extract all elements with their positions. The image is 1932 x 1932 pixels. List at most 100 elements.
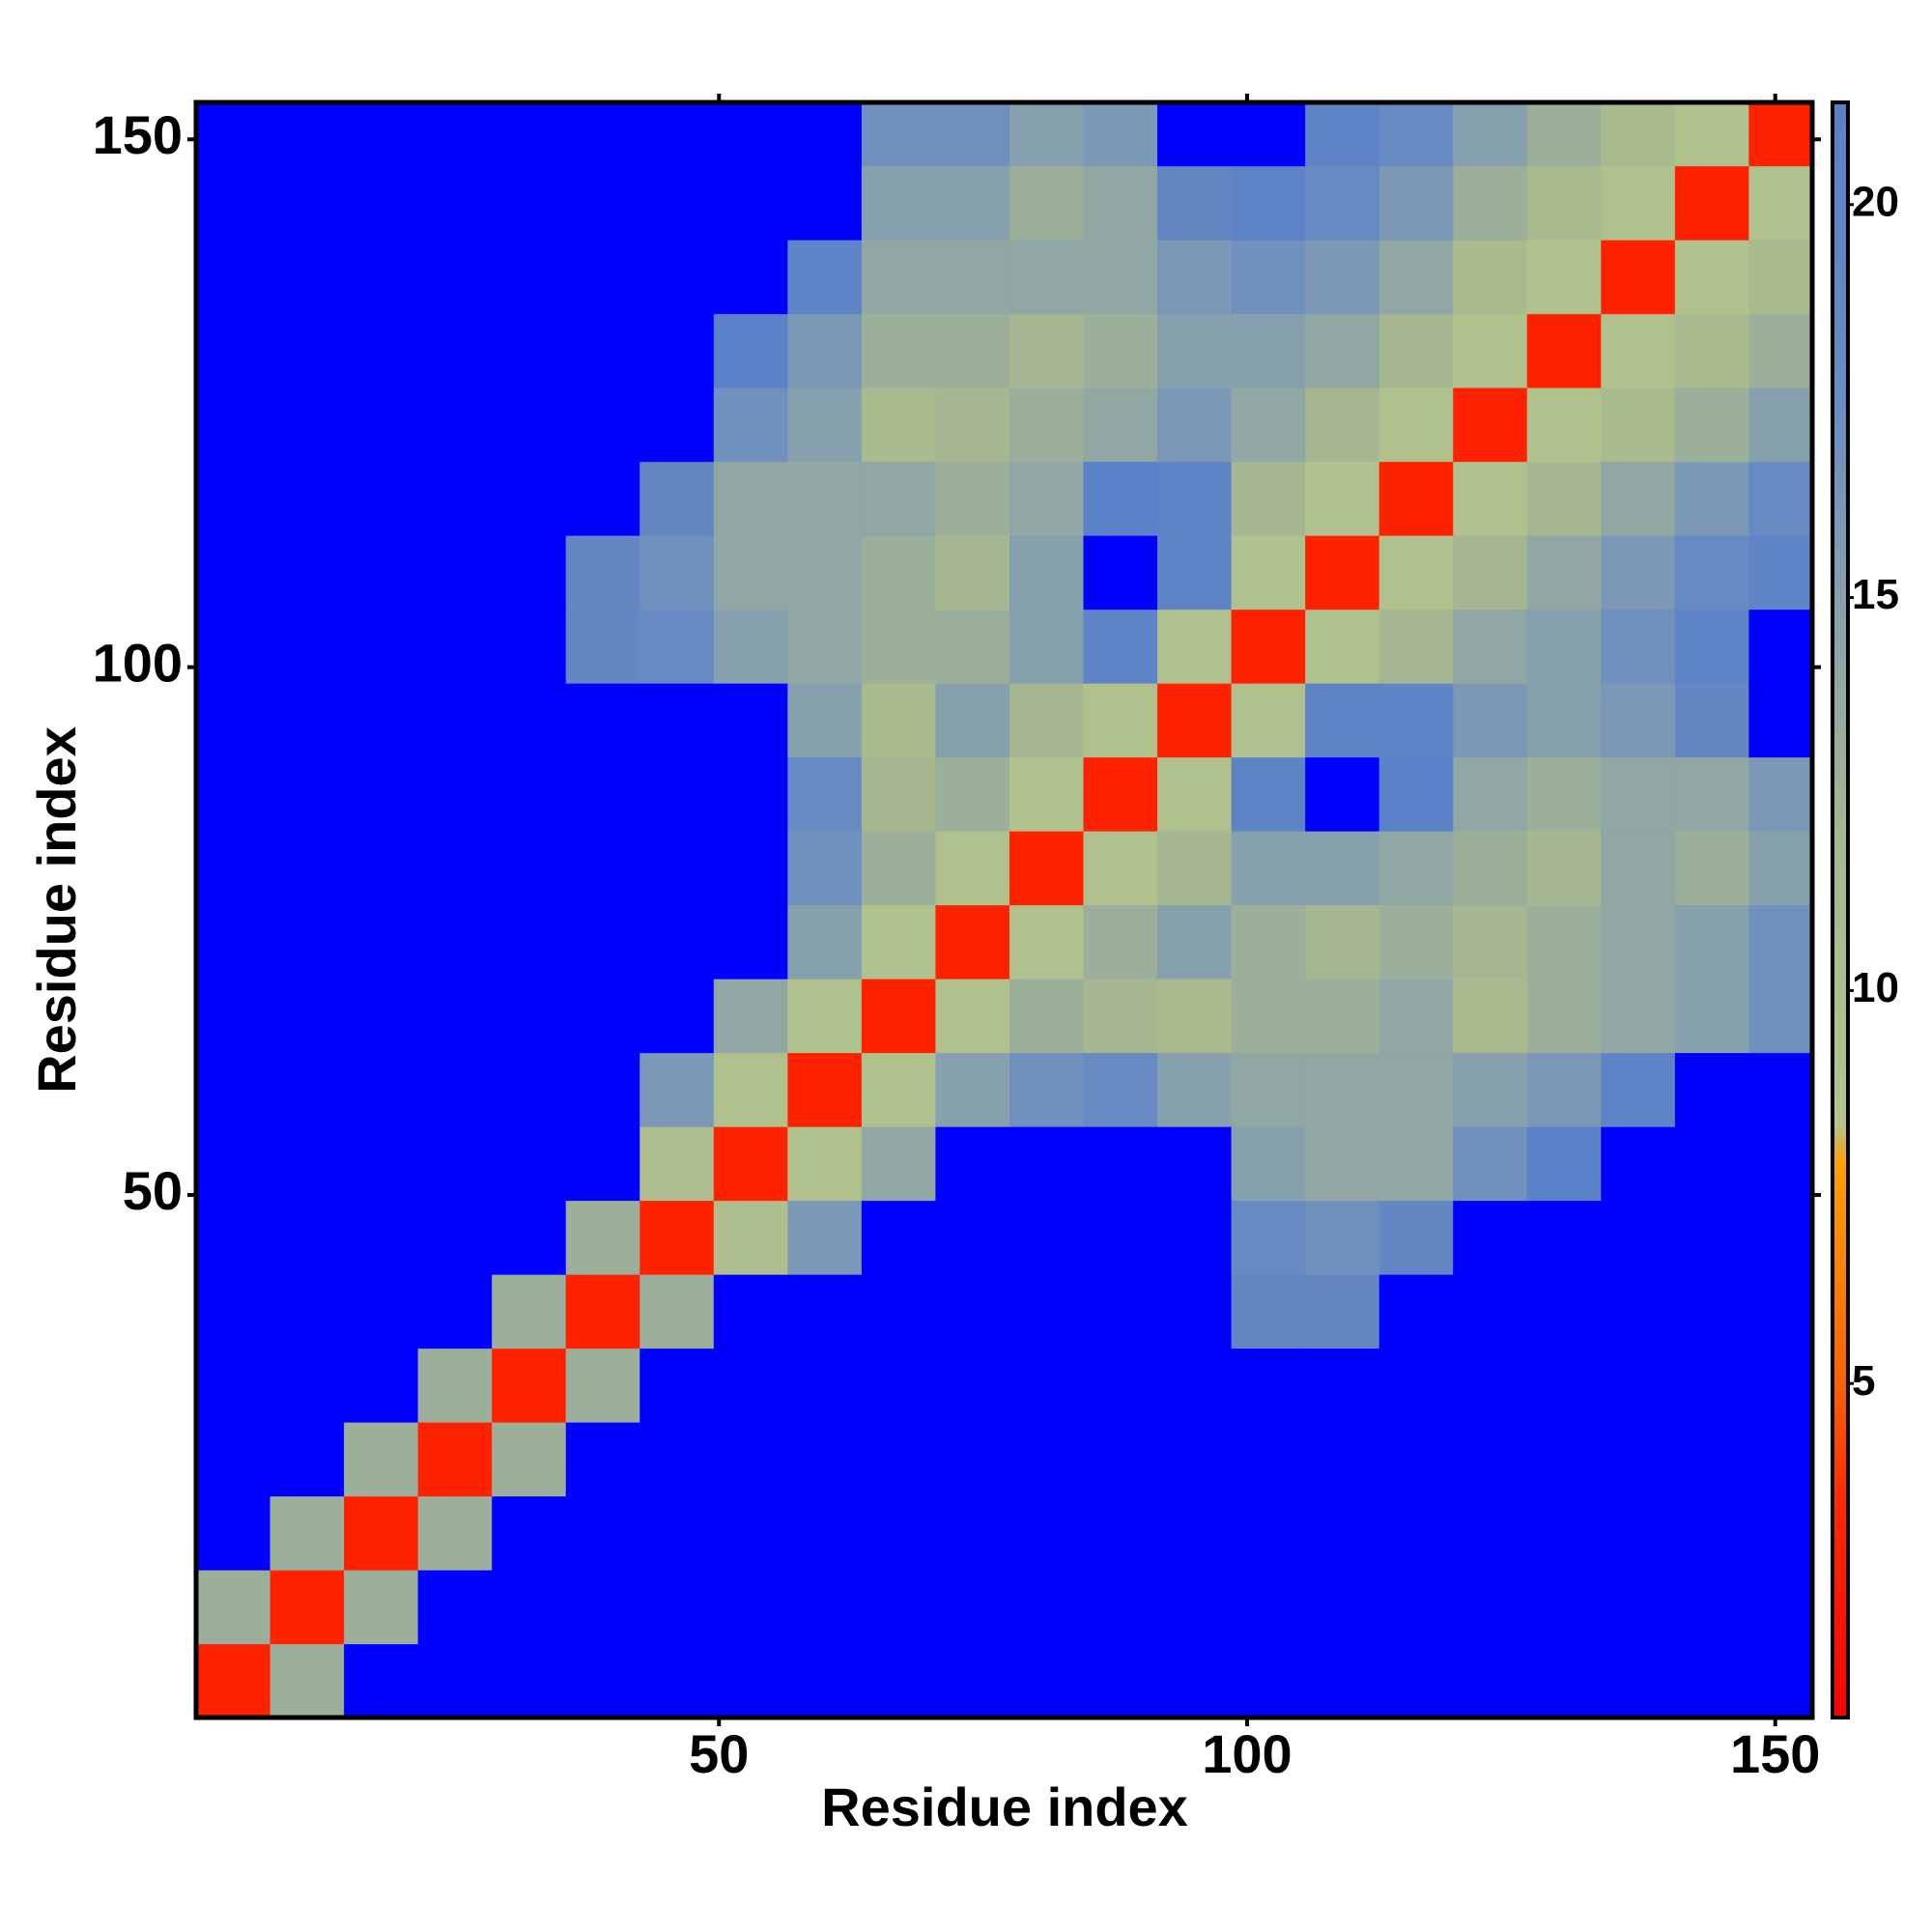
heatmap-cell — [1526, 831, 1602, 906]
heatmap-cell — [1674, 240, 1749, 315]
x-tick-label: 50 — [689, 1723, 749, 1784]
heatmap-cell — [565, 1126, 640, 1202]
heatmap-cell — [1378, 1274, 1454, 1350]
heatmap-cell — [713, 1643, 788, 1718]
heatmap-cell — [1748, 1422, 1812, 1497]
heatmap-cell — [1748, 904, 1812, 980]
heatmap-cell — [1083, 1200, 1158, 1275]
heatmap-cell — [861, 1495, 937, 1571]
heatmap-cell — [270, 535, 345, 611]
heatmap-cell — [639, 1052, 715, 1127]
heatmap-cell — [196, 831, 271, 906]
heatmap-cell — [787, 1643, 863, 1718]
heatmap-cell — [1674, 1274, 1749, 1350]
heatmap-cell — [1305, 1126, 1380, 1202]
heatmap-cell — [1378, 102, 1454, 167]
heatmap-cell — [1748, 102, 1812, 167]
heatmap-cell — [787, 165, 863, 241]
heatmap-cell — [1601, 240, 1676, 315]
heatmap-cell — [270, 979, 345, 1054]
heatmap-cell — [935, 1126, 1010, 1202]
heatmap-cell — [344, 387, 419, 463]
heatmap-cell — [417, 165, 493, 241]
heatmap-cell — [639, 240, 715, 315]
heatmap-cell — [196, 1348, 271, 1423]
heatmap-cell — [1601, 979, 1676, 1054]
heatmap-cell — [1674, 461, 1749, 536]
heatmap-cell — [270, 904, 345, 980]
heatmap-cell — [1748, 831, 1812, 906]
heatmap-cell — [417, 1495, 493, 1571]
heatmap-cell — [1157, 979, 1233, 1054]
heatmap-cell — [787, 313, 863, 388]
heatmap-cell — [1674, 313, 1749, 388]
heatmap-cell — [492, 1274, 567, 1350]
heatmap-cells — [196, 102, 1812, 1718]
y-tick-label: 150 — [93, 104, 183, 165]
heatmap-cell — [1748, 979, 1812, 1054]
heatmap-cell — [1674, 387, 1749, 463]
heatmap-cell — [344, 240, 419, 315]
heatmap-cell — [1231, 1200, 1306, 1275]
heatmap-cell — [344, 831, 419, 906]
heatmap-cell — [1009, 1348, 1085, 1423]
heatmap-cell — [1009, 461, 1085, 536]
heatmap-cell — [1157, 1126, 1233, 1202]
heatmap-cell — [639, 313, 715, 388]
heatmap-cell — [713, 1052, 788, 1127]
heatmap-cell — [417, 461, 493, 536]
heatmap-cell — [935, 1643, 1010, 1718]
heatmap-cell — [787, 1348, 863, 1423]
heatmap-cell — [1748, 240, 1812, 315]
heatmap-cell — [1009, 1422, 1085, 1497]
heatmap-cell — [270, 1126, 345, 1202]
heatmap-cell — [196, 165, 271, 241]
heatmap-cell — [1305, 240, 1380, 315]
heatmap-cell — [492, 1495, 567, 1571]
heatmap-cell — [1748, 1570, 1812, 1645]
heatmap-cell — [787, 461, 863, 536]
heatmap-cell — [1231, 102, 1306, 167]
heatmap-cell — [1231, 1052, 1306, 1127]
heatmap-cell — [935, 831, 1010, 906]
heatmap-cell — [713, 240, 788, 315]
heatmap-cell — [787, 609, 863, 684]
heatmap-cell — [417, 904, 493, 980]
heatmap-cell — [1083, 1348, 1158, 1423]
heatmap-cell — [1083, 1052, 1158, 1127]
heatmap-cell — [1231, 240, 1306, 315]
heatmap-cell — [565, 979, 640, 1054]
heatmap-cell — [1083, 609, 1158, 684]
heatmap-cell — [639, 1570, 715, 1645]
colorbar-tick-label: 5 — [1852, 1357, 1875, 1405]
heatmap-cell — [1083, 240, 1158, 315]
heatmap-cell — [270, 831, 345, 906]
heatmap-cell — [1305, 1348, 1380, 1423]
heatmap-cell — [1083, 461, 1158, 536]
heatmap-cell — [196, 1643, 271, 1718]
heatmap-cell — [639, 1422, 715, 1497]
heatmap-cell — [1009, 1052, 1085, 1127]
heatmap-cell — [1453, 313, 1528, 388]
heatmap-cell — [1378, 1495, 1454, 1571]
heatmap-cell — [1305, 1052, 1380, 1127]
heatmap-cell — [1231, 1643, 1306, 1718]
heatmap-cell — [1231, 831, 1306, 906]
heatmap-cell — [565, 756, 640, 832]
heatmap-cell — [1378, 1052, 1454, 1127]
heatmap-cell — [344, 1126, 419, 1202]
heatmap-cell — [1526, 1126, 1602, 1202]
heatmap-cell — [1305, 1422, 1380, 1497]
heatmap-cell — [1231, 1274, 1306, 1350]
plot-frame — [193, 99, 1815, 1720]
heatmap-cell — [417, 240, 493, 315]
heatmap-cell — [1231, 683, 1306, 758]
heatmap-cell — [1526, 1200, 1602, 1275]
colorbar-tick-label: 20 — [1852, 178, 1899, 225]
heatmap-cell — [1601, 1495, 1676, 1571]
heatmap-cell — [1009, 904, 1085, 980]
heatmap-cell — [1009, 1274, 1085, 1350]
heatmap-cell — [1601, 1570, 1676, 1645]
heatmap-cell — [565, 1274, 640, 1350]
heatmap-cell — [565, 683, 640, 758]
